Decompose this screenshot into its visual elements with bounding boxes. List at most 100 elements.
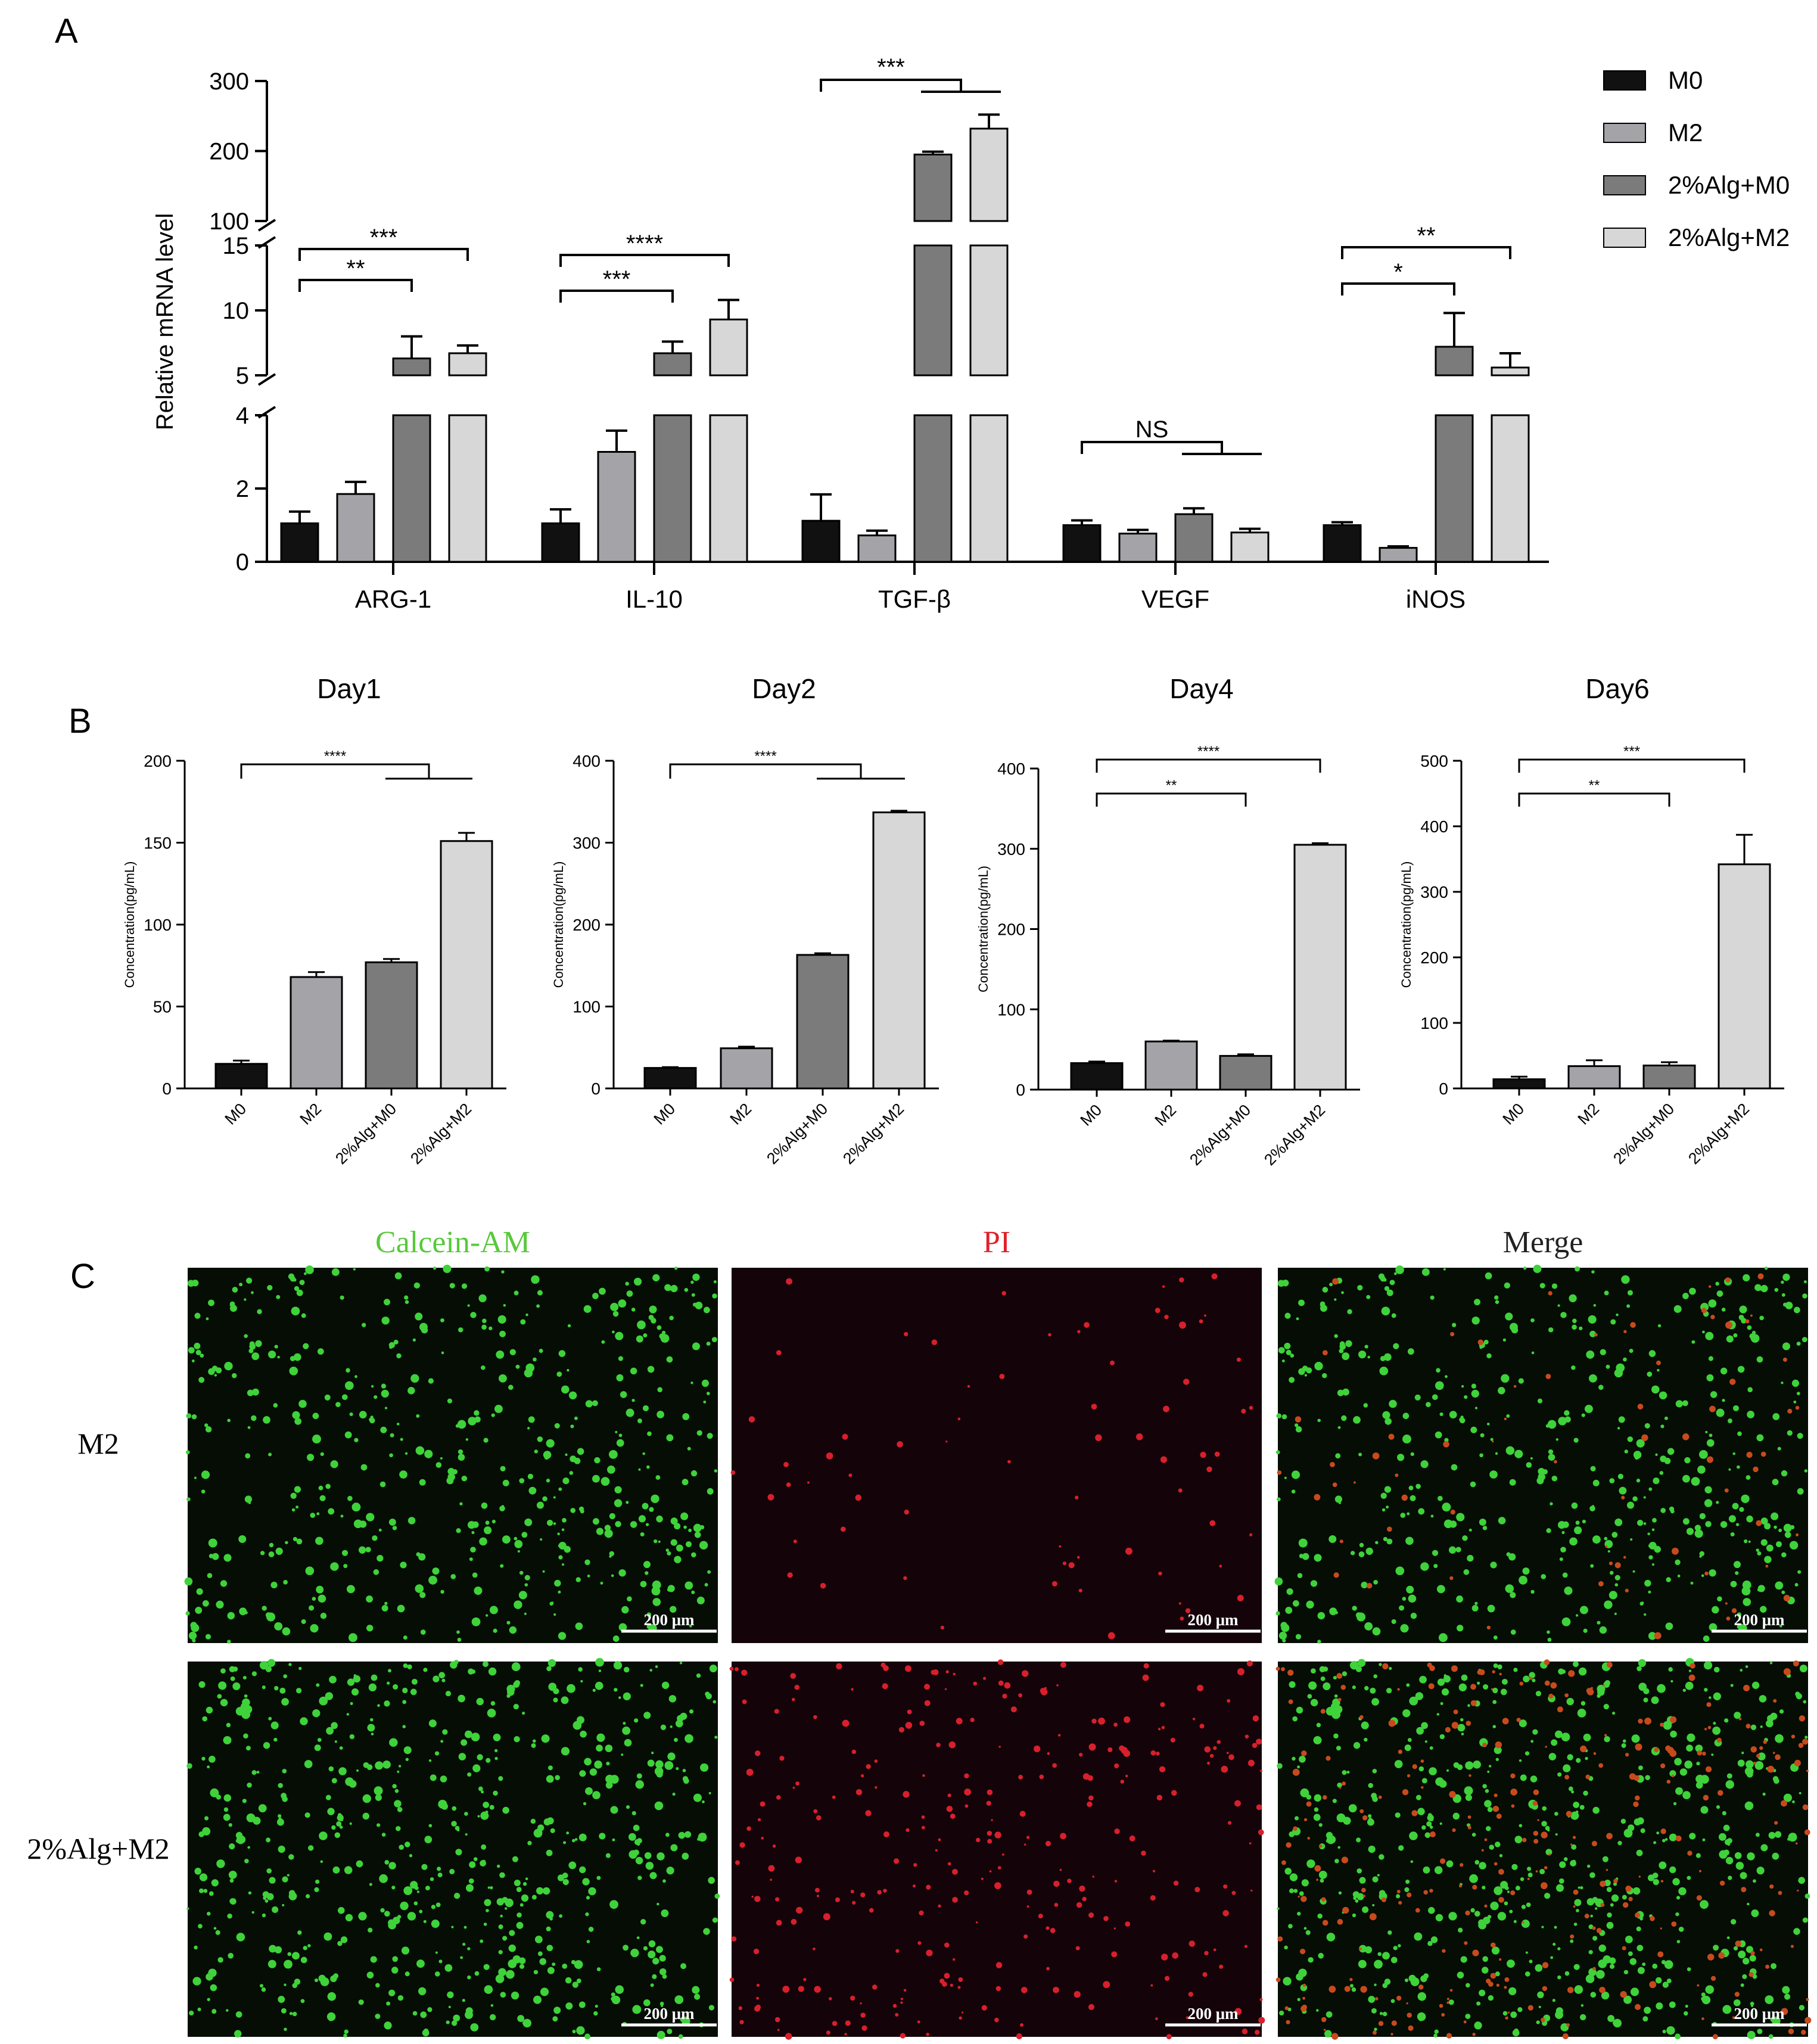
cell-dot bbox=[1804, 1469, 1808, 1473]
bar bbox=[1435, 346, 1474, 377]
cell-dot bbox=[330, 1975, 337, 1983]
cell-dot bbox=[1644, 1613, 1647, 1616]
legend-swatch bbox=[1603, 123, 1646, 143]
cell-dot bbox=[269, 1542, 274, 1548]
scale-bar-label: 200 μm bbox=[1734, 1611, 1785, 1629]
cell-dot bbox=[220, 1668, 226, 1674]
cell-dot bbox=[605, 1775, 614, 1784]
x-tick-label: ARG-1 bbox=[355, 585, 431, 613]
cell-dot bbox=[531, 1743, 536, 1749]
cell-dot bbox=[1804, 1829, 1810, 1835]
cell-dot bbox=[493, 1790, 498, 1796]
cell-dot bbox=[1358, 1959, 1367, 1968]
cell-dot bbox=[198, 1681, 206, 1688]
cell-dot bbox=[1537, 1819, 1539, 1821]
cell-dot bbox=[689, 1709, 694, 1714]
cell-dot bbox=[786, 1482, 791, 1488]
cell-dot bbox=[1696, 1762, 1700, 1766]
cell-dot bbox=[1689, 1287, 1696, 1295]
cell-dot bbox=[1802, 1293, 1807, 1299]
cell-dot bbox=[251, 1911, 254, 1914]
cell-dot bbox=[539, 1958, 547, 1965]
cell-dot bbox=[1633, 1801, 1639, 1807]
cell-dot bbox=[1408, 1485, 1414, 1491]
cell-dot bbox=[922, 1774, 925, 1777]
cell-dot bbox=[572, 1838, 575, 1843]
cell-dot bbox=[1277, 1936, 1283, 1942]
significance-bracket bbox=[1341, 246, 1511, 259]
bar bbox=[1293, 844, 1347, 1091]
cell-dot bbox=[396, 1353, 402, 1359]
cell-dot bbox=[1345, 1340, 1352, 1348]
cell-dot bbox=[967, 1385, 970, 1388]
cell-dot bbox=[1795, 1405, 1800, 1410]
cell-dot bbox=[1564, 1775, 1570, 1780]
x-tick-label: VEGF bbox=[1141, 585, 1209, 613]
cell-dot bbox=[983, 1676, 987, 1680]
cell-dot bbox=[1456, 1595, 1463, 1603]
cell-dot bbox=[690, 1280, 694, 1284]
cell-dot bbox=[260, 1551, 265, 1555]
cell-dot bbox=[242, 1676, 247, 1680]
cell-dot bbox=[353, 1519, 363, 1529]
cell-dot bbox=[1651, 1385, 1660, 1394]
cell-dot bbox=[1555, 1833, 1558, 1836]
y-tick-label: 300 bbox=[1420, 883, 1448, 901]
y-tick-label: 0 bbox=[236, 549, 249, 575]
cell-dot bbox=[1323, 2029, 1326, 2031]
cell-dot bbox=[1594, 1333, 1598, 1337]
cell-dot bbox=[1797, 1889, 1799, 1892]
cell-dot bbox=[267, 1659, 276, 1667]
cell-dot bbox=[532, 1739, 536, 1743]
cell-dot bbox=[216, 1859, 225, 1868]
cell-dot bbox=[1438, 1633, 1448, 1642]
cell-dot bbox=[1539, 1283, 1545, 1289]
cell-dot bbox=[708, 1791, 711, 1795]
cell-dot bbox=[198, 1831, 204, 1837]
cell-dot bbox=[386, 2001, 391, 2006]
cell-dot bbox=[1592, 1806, 1600, 1814]
cell-dot bbox=[1001, 1853, 1004, 1856]
cell-dot bbox=[451, 1925, 454, 1928]
cell-dot bbox=[520, 1319, 526, 1325]
cell-dot bbox=[505, 1970, 515, 1979]
cell-dot bbox=[476, 1697, 484, 1706]
cell-dot bbox=[1059, 1545, 1062, 1548]
cell-dot bbox=[213, 1927, 217, 1930]
cell-dot bbox=[1739, 1507, 1744, 1512]
cell-dot bbox=[900, 2033, 906, 2039]
cell-dot bbox=[1708, 1285, 1712, 1288]
cell-dot bbox=[209, 1554, 214, 1558]
cell-dot bbox=[1382, 2011, 1387, 2017]
cell-dot bbox=[1353, 1415, 1361, 1424]
cell-dot bbox=[440, 1457, 443, 1460]
bar bbox=[969, 414, 1009, 563]
cell-dot bbox=[1746, 1515, 1753, 1523]
cell-dot bbox=[329, 1676, 337, 1684]
cell-dot bbox=[199, 1873, 208, 1881]
cell-dot bbox=[644, 1852, 652, 1859]
cell-dot bbox=[477, 1815, 480, 1818]
cell-dot bbox=[707, 1570, 711, 1574]
cell-dot bbox=[235, 1707, 245, 1716]
cell-dot bbox=[1564, 1586, 1573, 1595]
cell-dot bbox=[1443, 1441, 1449, 1448]
cell-dot bbox=[1414, 1932, 1423, 1941]
cell-dot bbox=[1706, 1702, 1712, 1707]
cell-dot bbox=[220, 1580, 228, 1587]
cell-dot bbox=[1698, 1869, 1702, 1872]
cell-dot bbox=[1281, 1667, 1285, 1672]
cell-dot bbox=[626, 1408, 634, 1417]
significance-bracket bbox=[559, 290, 674, 303]
cell-dot bbox=[325, 1483, 331, 1489]
y-tick-label: 400 bbox=[573, 752, 601, 770]
x-tick-label: M2 bbox=[1575, 1100, 1603, 1128]
cell-dot bbox=[1699, 1449, 1708, 1459]
cell-dot bbox=[1390, 1956, 1398, 1964]
cell-dot bbox=[388, 1669, 391, 1673]
cell-dot bbox=[407, 1664, 412, 1670]
cell-dot bbox=[1408, 1594, 1417, 1603]
cell-dot bbox=[1589, 1872, 1595, 1878]
cell-dot bbox=[1158, 1571, 1162, 1576]
cell-dot bbox=[558, 1487, 562, 1491]
